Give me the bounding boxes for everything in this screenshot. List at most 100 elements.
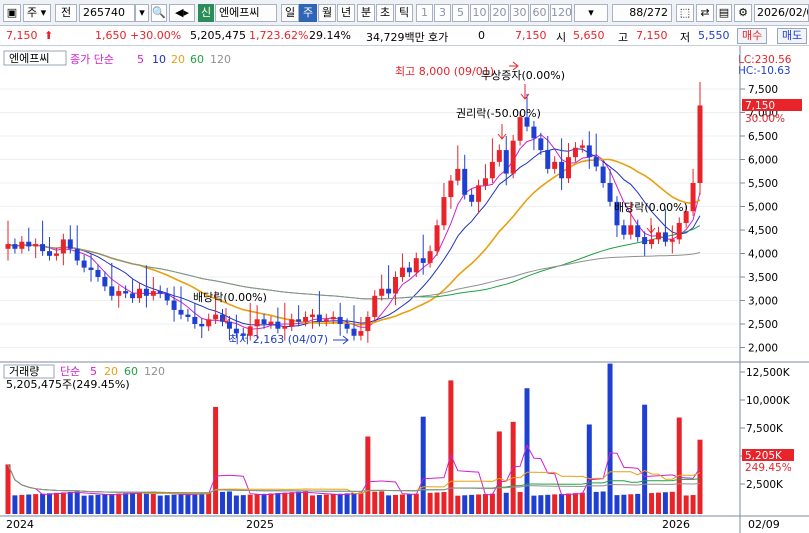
candle	[455, 168, 461, 181]
volume-bar	[358, 492, 364, 514]
candle	[621, 225, 627, 235]
open-label: 시	[556, 31, 567, 44]
candle	[53, 253, 59, 256]
candle	[316, 314, 322, 322]
candle	[47, 251, 53, 256]
candle	[344, 324, 350, 329]
volume-bar	[185, 493, 191, 514]
period-tab-2[interactable]: 월	[318, 4, 336, 22]
period-tab-4[interactable]: 분	[357, 4, 375, 22]
candle	[683, 211, 689, 223]
price-tick: 2,000	[748, 343, 778, 355]
candle	[524, 117, 530, 127]
volume-bar	[372, 491, 378, 514]
vol-ma-line-120	[7, 464, 701, 494]
candle	[510, 140, 516, 174]
volume-bar	[150, 491, 156, 514]
badge-new: 신	[198, 4, 214, 22]
turnover: 29.14%	[309, 29, 351, 42]
interval-button-120[interactable]: 120	[550, 4, 572, 22]
ma-5: 5	[137, 53, 144, 66]
ma-20: 20	[171, 53, 185, 66]
interval-button-3[interactable]: 3	[434, 4, 451, 22]
volume-tick: 12,500K	[746, 367, 791, 379]
vol-ma-120: 120	[144, 365, 165, 378]
interval-button-20[interactable]: 20	[490, 4, 509, 22]
low-arrow-icon	[333, 335, 349, 345]
buy-button[interactable]: 매수	[737, 28, 768, 44]
period-tab-0[interactable]: 일	[281, 4, 299, 22]
save-icon[interactable]: ▤	[716, 4, 732, 22]
layout-icon[interactable]: ▣	[3, 4, 21, 22]
volume-bar	[289, 492, 295, 514]
interval-button-60[interactable]: 60	[530, 4, 549, 22]
price-tick: 7,500	[748, 84, 778, 96]
prefix-select[interactable]: 전	[55, 4, 77, 22]
candle	[5, 244, 11, 249]
candle	[427, 251, 433, 263]
date-input[interactable]: 2026/02/09	[754, 4, 809, 22]
candle	[268, 321, 274, 324]
price-panel-title-box	[3, 50, 67, 66]
volume-bar	[476, 494, 482, 514]
volume-ratio: 1,723.62%	[249, 29, 309, 42]
candle	[635, 225, 641, 238]
volume-bar	[316, 495, 322, 514]
candle	[566, 157, 572, 179]
search-icon[interactable]: 🔍	[151, 4, 167, 22]
volume-tick: 10,000K	[746, 395, 791, 407]
candle	[552, 161, 558, 169]
gear-icon[interactable]: ⚙	[734, 4, 752, 22]
current-pct-label: 30.00%	[745, 113, 785, 125]
period-input[interactable]: ▾	[574, 4, 608, 22]
volume-bar	[199, 493, 205, 514]
candle	[469, 194, 475, 202]
period-tab-5[interactable]: 초	[376, 4, 394, 22]
candle	[109, 286, 115, 296]
ask-price: 7,150	[515, 29, 547, 42]
volume-bar	[434, 492, 440, 514]
volume-bar	[662, 492, 668, 514]
candle	[642, 237, 648, 245]
interval-button-30[interactable]: 30	[510, 4, 529, 22]
candle	[614, 201, 620, 226]
candle	[26, 241, 32, 247]
speaker-icon[interactable]: ◀▸	[169, 4, 195, 22]
candle	[157, 291, 163, 294]
candle	[559, 161, 565, 179]
volume-bar	[12, 495, 18, 514]
market-select[interactable]: 주 ▾	[23, 4, 51, 22]
candle	[254, 319, 260, 327]
candle	[296, 319, 302, 322]
candle	[365, 316, 371, 332]
interval-button-1[interactable]: 1	[416, 4, 433, 22]
code-input[interactable]: 265740	[79, 4, 135, 22]
hc-value: HC:-10.63	[738, 65, 791, 77]
chart-area[interactable]: 엔에프씨 종가 단순 5 10 20 60 120 LC:230.56 HC:-…	[0, 46, 809, 533]
candle	[150, 291, 156, 296]
toolbar: ▣ 주 ▾ 전 265740 ▾ 🔍 ◀▸ 신 엔에프씨 ▾ 88/272 ⬚ …	[0, 0, 809, 26]
up-arrow-icon: ⬆	[44, 29, 54, 42]
interval-button-5[interactable]: 5	[452, 4, 469, 22]
period-tab-3[interactable]: 년	[337, 4, 355, 22]
candle	[386, 288, 392, 294]
period-tab-6[interactable]: 틱	[395, 4, 413, 22]
volume-bar	[393, 494, 399, 514]
candle	[192, 316, 198, 324]
volume-bar	[572, 493, 578, 514]
interval-button-10[interactable]: 10	[470, 4, 489, 22]
compare-icon[interactable]: ⇄	[696, 4, 714, 22]
chart-type-icon[interactable]: ⬚	[676, 4, 694, 22]
volume-bar	[628, 494, 634, 514]
candle	[12, 244, 18, 249]
candle	[337, 316, 343, 324]
chevron-down-icon[interactable]: ▾	[135, 4, 149, 22]
candle	[676, 222, 682, 240]
hoga-label: 호가	[428, 31, 449, 44]
sell-button[interactable]: 매도	[777, 28, 808, 44]
period-tab-1[interactable]: 주	[299, 4, 317, 22]
candle	[67, 239, 73, 249]
volume-bar	[697, 439, 703, 514]
candle	[323, 319, 329, 322]
volume-bar	[60, 492, 66, 514]
